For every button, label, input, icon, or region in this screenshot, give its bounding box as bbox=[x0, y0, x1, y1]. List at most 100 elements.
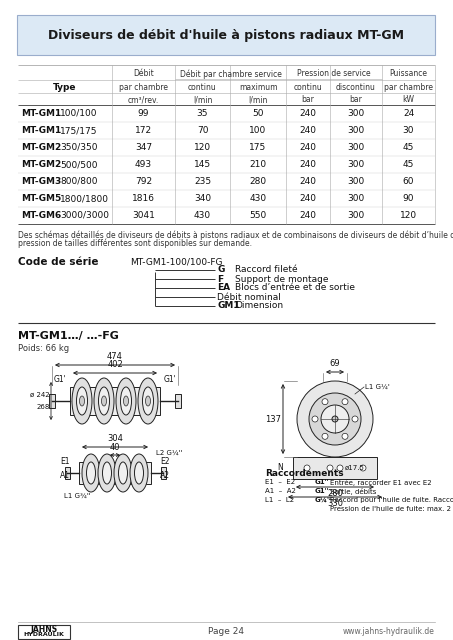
Text: MT-GM6: MT-GM6 bbox=[21, 211, 61, 220]
Text: 340: 340 bbox=[194, 194, 211, 203]
Text: 347: 347 bbox=[135, 143, 152, 152]
Text: Poids: 66 kg: Poids: 66 kg bbox=[18, 344, 69, 353]
Text: ø 242: ø 242 bbox=[30, 392, 50, 398]
Circle shape bbox=[322, 433, 328, 439]
Text: l/min: l/min bbox=[193, 95, 212, 104]
Text: Entrée, raccorder E1 avec E2: Entrée, raccorder E1 avec E2 bbox=[330, 479, 432, 486]
Circle shape bbox=[297, 381, 373, 457]
Text: 300: 300 bbox=[347, 143, 365, 152]
Text: G1'': G1'' bbox=[315, 488, 330, 494]
Ellipse shape bbox=[138, 378, 158, 424]
Text: MT-GM1…/ …-FG: MT-GM1…/ …-FG bbox=[18, 331, 119, 341]
Text: 500/500: 500/500 bbox=[60, 160, 97, 169]
Text: Pression de service: Pression de service bbox=[297, 70, 371, 79]
Text: 240: 240 bbox=[299, 126, 317, 135]
Text: Blocs d’entrée et de sortie: Blocs d’entrée et de sortie bbox=[235, 284, 355, 292]
Bar bbox=[70, 387, 160, 415]
Text: bar: bar bbox=[302, 95, 314, 104]
Text: 100: 100 bbox=[249, 126, 267, 135]
Ellipse shape bbox=[72, 378, 92, 424]
Text: Débit par chambre service: Débit par chambre service bbox=[179, 69, 281, 79]
Ellipse shape bbox=[116, 378, 136, 424]
Text: 240: 240 bbox=[299, 109, 317, 118]
Ellipse shape bbox=[120, 387, 131, 415]
Text: E2: E2 bbox=[160, 458, 170, 467]
Text: MT-GM1: MT-GM1 bbox=[21, 126, 61, 135]
Text: Code de série: Code de série bbox=[18, 257, 98, 267]
Text: 300: 300 bbox=[347, 177, 365, 186]
Ellipse shape bbox=[135, 462, 144, 484]
Ellipse shape bbox=[98, 454, 116, 492]
Ellipse shape bbox=[87, 462, 96, 484]
Text: 1800/1800: 1800/1800 bbox=[60, 194, 109, 203]
Text: E1: E1 bbox=[60, 458, 70, 467]
Circle shape bbox=[342, 399, 348, 404]
Text: 350/350: 350/350 bbox=[60, 143, 97, 152]
Text: F: F bbox=[217, 275, 223, 284]
Text: pression de tailles différentes sont disponibles sur demande.: pression de tailles différentes sont dis… bbox=[18, 239, 252, 248]
Ellipse shape bbox=[145, 396, 150, 406]
Text: MT-GM1-100/100-FG: MT-GM1-100/100-FG bbox=[130, 257, 222, 266]
Text: MT-GM2: MT-GM2 bbox=[21, 160, 61, 169]
Text: 45: 45 bbox=[403, 160, 414, 169]
Text: Diviseurs de débit d'huile à pistons radiaux MT-GM: Diviseurs de débit d'huile à pistons rad… bbox=[48, 29, 404, 42]
Text: E1  –  E2: E1 – E2 bbox=[265, 479, 295, 485]
Text: G: G bbox=[217, 266, 224, 275]
Text: 300: 300 bbox=[347, 160, 365, 169]
Text: 24: 24 bbox=[403, 109, 414, 118]
Text: Des schémas détaillés de diviseurs de débits à pistons radiaux et de combinaison: Des schémas détaillés de diviseurs de dé… bbox=[18, 230, 453, 239]
Text: A1  –  A2: A1 – A2 bbox=[265, 488, 296, 494]
Text: Raccord pour l'huile de fuite. Raccorder L1 avec L2: Raccord pour l'huile de fuite. Raccorder… bbox=[330, 497, 453, 503]
Bar bbox=[64, 467, 69, 479]
Text: L1  –  L2: L1 – L2 bbox=[265, 497, 294, 503]
Text: 30: 30 bbox=[403, 126, 414, 135]
Circle shape bbox=[321, 405, 349, 433]
Text: 300: 300 bbox=[347, 194, 365, 203]
Text: continu: continu bbox=[188, 83, 217, 92]
Text: 268: 268 bbox=[37, 404, 50, 410]
FancyBboxPatch shape bbox=[17, 15, 435, 55]
Bar bbox=[49, 394, 55, 408]
Ellipse shape bbox=[98, 387, 110, 415]
Circle shape bbox=[327, 465, 333, 471]
Text: MT-GM3: MT-GM3 bbox=[21, 177, 61, 186]
Text: L2 G¼'': L2 G¼'' bbox=[156, 450, 183, 456]
Text: G1': G1' bbox=[53, 374, 67, 383]
Text: continu: continu bbox=[294, 83, 323, 92]
Text: A1: A1 bbox=[60, 470, 70, 479]
Text: 210: 210 bbox=[250, 160, 266, 169]
Text: 330: 330 bbox=[327, 499, 343, 508]
Text: 792: 792 bbox=[135, 177, 152, 186]
Text: Raccordements: Raccordements bbox=[265, 469, 344, 478]
Text: l/min: l/min bbox=[248, 95, 268, 104]
Text: Puissance: Puissance bbox=[390, 70, 428, 79]
Text: 175/175: 175/175 bbox=[60, 126, 97, 135]
Text: 40: 40 bbox=[110, 443, 120, 452]
Circle shape bbox=[332, 416, 338, 422]
Text: 240: 240 bbox=[299, 177, 317, 186]
Ellipse shape bbox=[102, 462, 111, 484]
Text: maximum: maximum bbox=[239, 83, 277, 92]
Ellipse shape bbox=[124, 396, 129, 406]
Text: 60: 60 bbox=[403, 177, 414, 186]
Text: 145: 145 bbox=[194, 160, 211, 169]
Circle shape bbox=[342, 433, 348, 439]
Text: 90: 90 bbox=[403, 194, 414, 203]
Text: 3000/3000: 3000/3000 bbox=[60, 211, 109, 220]
Text: ø17.5: ø17.5 bbox=[345, 465, 365, 471]
Text: 493: 493 bbox=[135, 160, 152, 169]
Ellipse shape bbox=[79, 396, 85, 406]
Text: MT-GM2: MT-GM2 bbox=[21, 143, 61, 152]
Text: 120: 120 bbox=[400, 211, 417, 220]
Text: Débit nominal: Débit nominal bbox=[217, 292, 281, 301]
Text: cm³/rev.: cm³/rev. bbox=[128, 95, 159, 104]
Ellipse shape bbox=[101, 396, 106, 406]
Text: G1': G1' bbox=[164, 374, 176, 383]
Bar bbox=[293, 457, 377, 479]
Circle shape bbox=[322, 399, 328, 404]
Text: 100/100: 100/100 bbox=[60, 109, 97, 118]
Text: 175: 175 bbox=[249, 143, 267, 152]
Text: MT-GM1: MT-GM1 bbox=[21, 109, 61, 118]
Text: GM1: GM1 bbox=[217, 301, 240, 310]
Circle shape bbox=[360, 465, 366, 471]
